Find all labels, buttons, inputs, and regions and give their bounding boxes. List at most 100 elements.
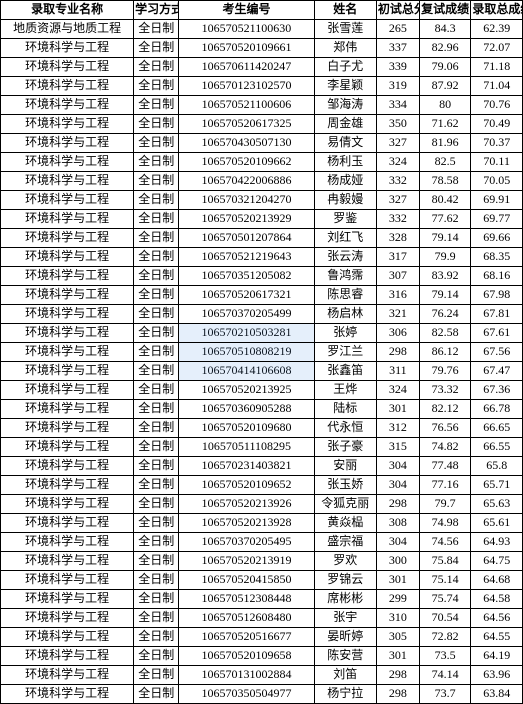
cell-mode: 全日制 <box>134 210 179 229</box>
cell-score1: 328 <box>376 229 419 248</box>
cell-id: 106570350504977 <box>179 685 314 704</box>
cell-id: 106570370205499 <box>179 305 314 324</box>
cell-mode: 全日制 <box>134 134 179 153</box>
cell-mode: 全日制 <box>134 457 179 476</box>
cell-score2: 75.14 <box>419 571 471 590</box>
cell-name: 杨利玉 <box>314 153 376 172</box>
cell-score1: 334 <box>376 96 419 115</box>
cell-major: 环境科学与工程 <box>1 58 134 77</box>
cell-mode: 全日制 <box>134 229 179 248</box>
cell-name: 陆标 <box>314 400 376 419</box>
cell-major: 环境科学与工程 <box>1 571 134 590</box>
table-row: 环境科学与工程全日制106570511108295张子豪31574.8266.5… <box>1 438 523 457</box>
cell-score1: 332 <box>376 210 419 229</box>
cell-name: 白子尤 <box>314 58 376 77</box>
cell-score3: 67.61 <box>471 324 523 343</box>
cell-major: 环境科学与工程 <box>1 666 134 685</box>
cell-mode: 全日制 <box>134 381 179 400</box>
cell-score3: 67.47 <box>471 362 523 381</box>
cell-score1: 339 <box>376 58 419 77</box>
cell-score1: 327 <box>376 134 419 153</box>
cell-major: 环境科学与工程 <box>1 115 134 134</box>
cell-score2: 86.12 <box>419 343 471 362</box>
cell-score2: 73.5 <box>419 647 471 666</box>
cell-mode: 全日制 <box>134 286 179 305</box>
cell-id: 106570520213919 <box>179 552 314 571</box>
cell-score2: 73.32 <box>419 381 471 400</box>
cell-score2: 81.96 <box>419 134 471 153</box>
table-row: 环境科学与工程全日制106570520213928黄焱榀30874.9865.6… <box>1 514 523 533</box>
header-name: 姓名 <box>314 1 376 20</box>
cell-major: 环境科学与工程 <box>1 153 134 172</box>
cell-id: 106570520109658 <box>179 647 314 666</box>
table-row: 环境科学与工程全日制106570520415850罗锦云30175.1464.6… <box>1 571 523 590</box>
cell-score1: 301 <box>376 400 419 419</box>
cell-mode: 全日制 <box>134 248 179 267</box>
cell-score3: 71.04 <box>471 77 523 96</box>
table-row: 环境科学与工程全日制106570370205499杨启林32176.2467.8… <box>1 305 523 324</box>
cell-id: 106570123102570 <box>179 77 314 96</box>
cell-major: 环境科学与工程 <box>1 400 134 419</box>
cell-name: 鲁鸿霈 <box>314 267 376 286</box>
cell-score1: 301 <box>376 571 419 590</box>
cell-score2: 80.42 <box>419 191 471 210</box>
cell-id: 106570414106608 <box>179 362 314 381</box>
cell-major: 环境科学与工程 <box>1 495 134 514</box>
table-body: 地质资源与地质工程全日制106570521100630张雪莲26584.362.… <box>1 20 523 704</box>
cell-name: 周金雄 <box>314 115 376 134</box>
cell-name: 邹海涛 <box>314 96 376 115</box>
cell-name: 罗欢 <box>314 552 376 571</box>
cell-id: 106570512308448 <box>179 590 314 609</box>
cell-score3: 67.98 <box>471 286 523 305</box>
cell-mode: 全日制 <box>134 533 179 552</box>
cell-score3: 67.36 <box>471 381 523 400</box>
cell-mode: 全日制 <box>134 343 179 362</box>
cell-mode: 全日制 <box>134 153 179 172</box>
cell-score3: 65.63 <box>471 495 523 514</box>
cell-score2: 82.96 <box>419 39 471 58</box>
watermark-overlay <box>179 362 313 380</box>
cell-score3: 64.19 <box>471 647 523 666</box>
cell-id: 106570520617321 <box>179 286 314 305</box>
cell-id: 106570520415850 <box>179 571 314 590</box>
cell-score2: 70.54 <box>419 609 471 628</box>
cell-mode: 全日制 <box>134 58 179 77</box>
header-major: 录取专业名称 <box>1 1 134 20</box>
cell-major: 环境科学与工程 <box>1 191 134 210</box>
cell-score3: 64.93 <box>471 533 523 552</box>
cell-major: 环境科学与工程 <box>1 172 134 191</box>
watermark-overlay <box>179 324 313 342</box>
cell-score2: 74.82 <box>419 438 471 457</box>
cell-name: 郑伟 <box>314 39 376 58</box>
cell-id: 106570510808219 <box>179 343 314 362</box>
cell-name: 刘红飞 <box>314 229 376 248</box>
cell-major: 环境科学与工程 <box>1 324 134 343</box>
cell-name: 张玉娇 <box>314 476 376 495</box>
cell-score1: 350 <box>376 115 419 134</box>
header-mode: 学习方式 <box>134 1 179 20</box>
cell-score2: 72.82 <box>419 628 471 647</box>
cell-score2: 77.62 <box>419 210 471 229</box>
cell-name: 安丽 <box>314 457 376 476</box>
cell-mode: 全日制 <box>134 419 179 438</box>
table-row: 环境科学与工程全日制106570370205495盛宗福30474.5664.9… <box>1 533 523 552</box>
cell-id: 106570210503281 <box>179 324 314 343</box>
cell-score1: 311 <box>376 362 419 381</box>
cell-id: 106570422006886 <box>179 172 314 191</box>
cell-major: 环境科学与工程 <box>1 590 134 609</box>
table-row: 环境科学与工程全日制106570512608480张宇31070.5464.56 <box>1 609 523 628</box>
cell-id: 106570521100630 <box>179 20 314 39</box>
cell-score1: 301 <box>376 647 419 666</box>
table-row: 环境科学与工程全日制106570520109652张玉娇30477.1665.7… <box>1 476 523 495</box>
cell-mode: 全日制 <box>134 20 179 39</box>
table-row: 环境科学与工程全日制106570123102570李星颖31987.9271.0… <box>1 77 523 96</box>
cell-mode: 全日制 <box>134 647 179 666</box>
cell-mode: 全日制 <box>134 191 179 210</box>
cell-name: 罗鉴 <box>314 210 376 229</box>
cell-major: 环境科学与工程 <box>1 77 134 96</box>
cell-major: 环境科学与工程 <box>1 267 134 286</box>
table-row: 环境科学与工程全日制106570501207864刘红飞32879.1469.6… <box>1 229 523 248</box>
table-row: 环境科学与工程全日制106570520109658陈安营30173.564.19 <box>1 647 523 666</box>
header-score2: 复试成绩 <box>419 1 471 20</box>
cell-score3: 64.68 <box>471 571 523 590</box>
